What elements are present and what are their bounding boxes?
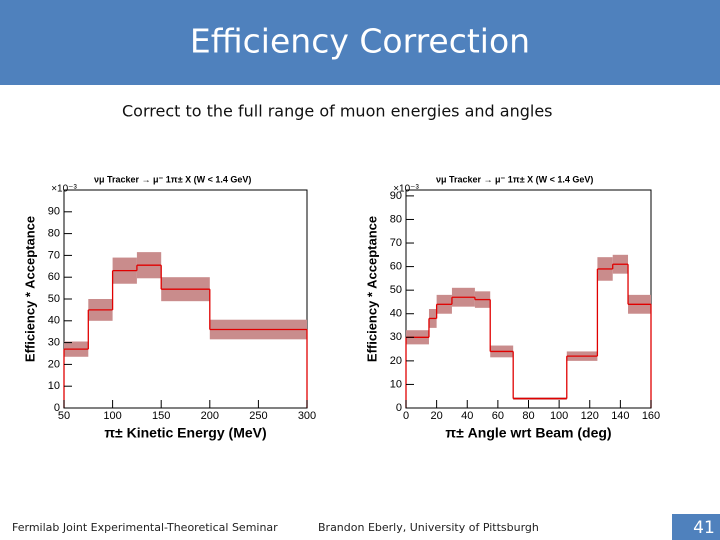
x-tick-label: 250 [249,410,267,422]
y-tick-label: 10 [390,378,402,390]
chart-title: νμ Tracker → μ⁻ 1π± X (W < 1.4 GeV) [94,174,251,184]
header-bar [0,0,720,85]
x-axis-label: π± Kinetic Energy (MeV) [104,425,266,441]
y-tick-label: 0 [396,402,402,414]
y-tick-label: 50 [390,284,402,296]
x-tick-label: 0 [403,410,409,422]
x-tick-label: 60 [492,410,504,422]
y-tick-label: 70 [390,237,402,249]
x-tick-label: 200 [201,410,219,422]
y-tick-label: 80 [48,228,60,240]
x-tick-label: 120 [581,410,599,422]
footer-left: Fermilab Joint Experimental-Theoretical … [12,521,278,534]
y-axis-label: Efficiency * Acceptance [364,216,379,362]
page-box [672,514,720,540]
y-tick-label: 50 [48,293,60,305]
x-tick-label: 140 [611,410,629,422]
footer-center: Brandon Eberly, University of Pittsburgh [318,521,539,534]
y-tick-label: 10 [48,380,60,392]
y-tick-label: 80 [390,213,402,225]
subtitle: Correct to the full range of muon energi… [122,102,553,121]
axis-multiplier: ×10⁻³ [51,184,77,195]
y-tick-label: 60 [48,271,60,283]
y-tick-label: 20 [390,355,402,367]
y-tick-label: 90 [390,190,402,202]
slide-title: Efficiency Correction [190,22,530,61]
y-tick-label: 40 [390,308,402,320]
x-tick-label: 300 [298,410,316,422]
x-tick-label: 150 [152,410,170,422]
y-tick-label: 30 [390,331,402,343]
x-tick-label: 160 [642,410,660,422]
y-tick-label: 40 [48,315,60,327]
y-tick-label: 30 [48,337,60,349]
y-tick-label: 0 [54,402,60,414]
x-tick-label: 50 [58,410,70,422]
x-axis-label: π± Angle wrt Beam (deg) [445,425,611,441]
x-tick-label: 100 [550,410,568,422]
x-tick-label: 100 [103,410,121,422]
chart-title: νμ Tracker → μ⁻ 1π± X (W < 1.4 GeV) [436,174,593,184]
page-number: 41 [693,518,715,538]
y-tick-label: 90 [48,206,60,218]
axis-multiplier: ×10⁻³ [393,184,419,195]
y-tick-label: 60 [390,261,402,273]
y-tick-label: 70 [48,249,60,261]
y-axis-label: Efficiency * Acceptance [22,216,37,362]
x-tick-label: 80 [522,410,534,422]
x-tick-label: 40 [461,410,473,422]
x-tick-label: 20 [431,410,443,422]
y-tick-label: 20 [48,358,60,370]
